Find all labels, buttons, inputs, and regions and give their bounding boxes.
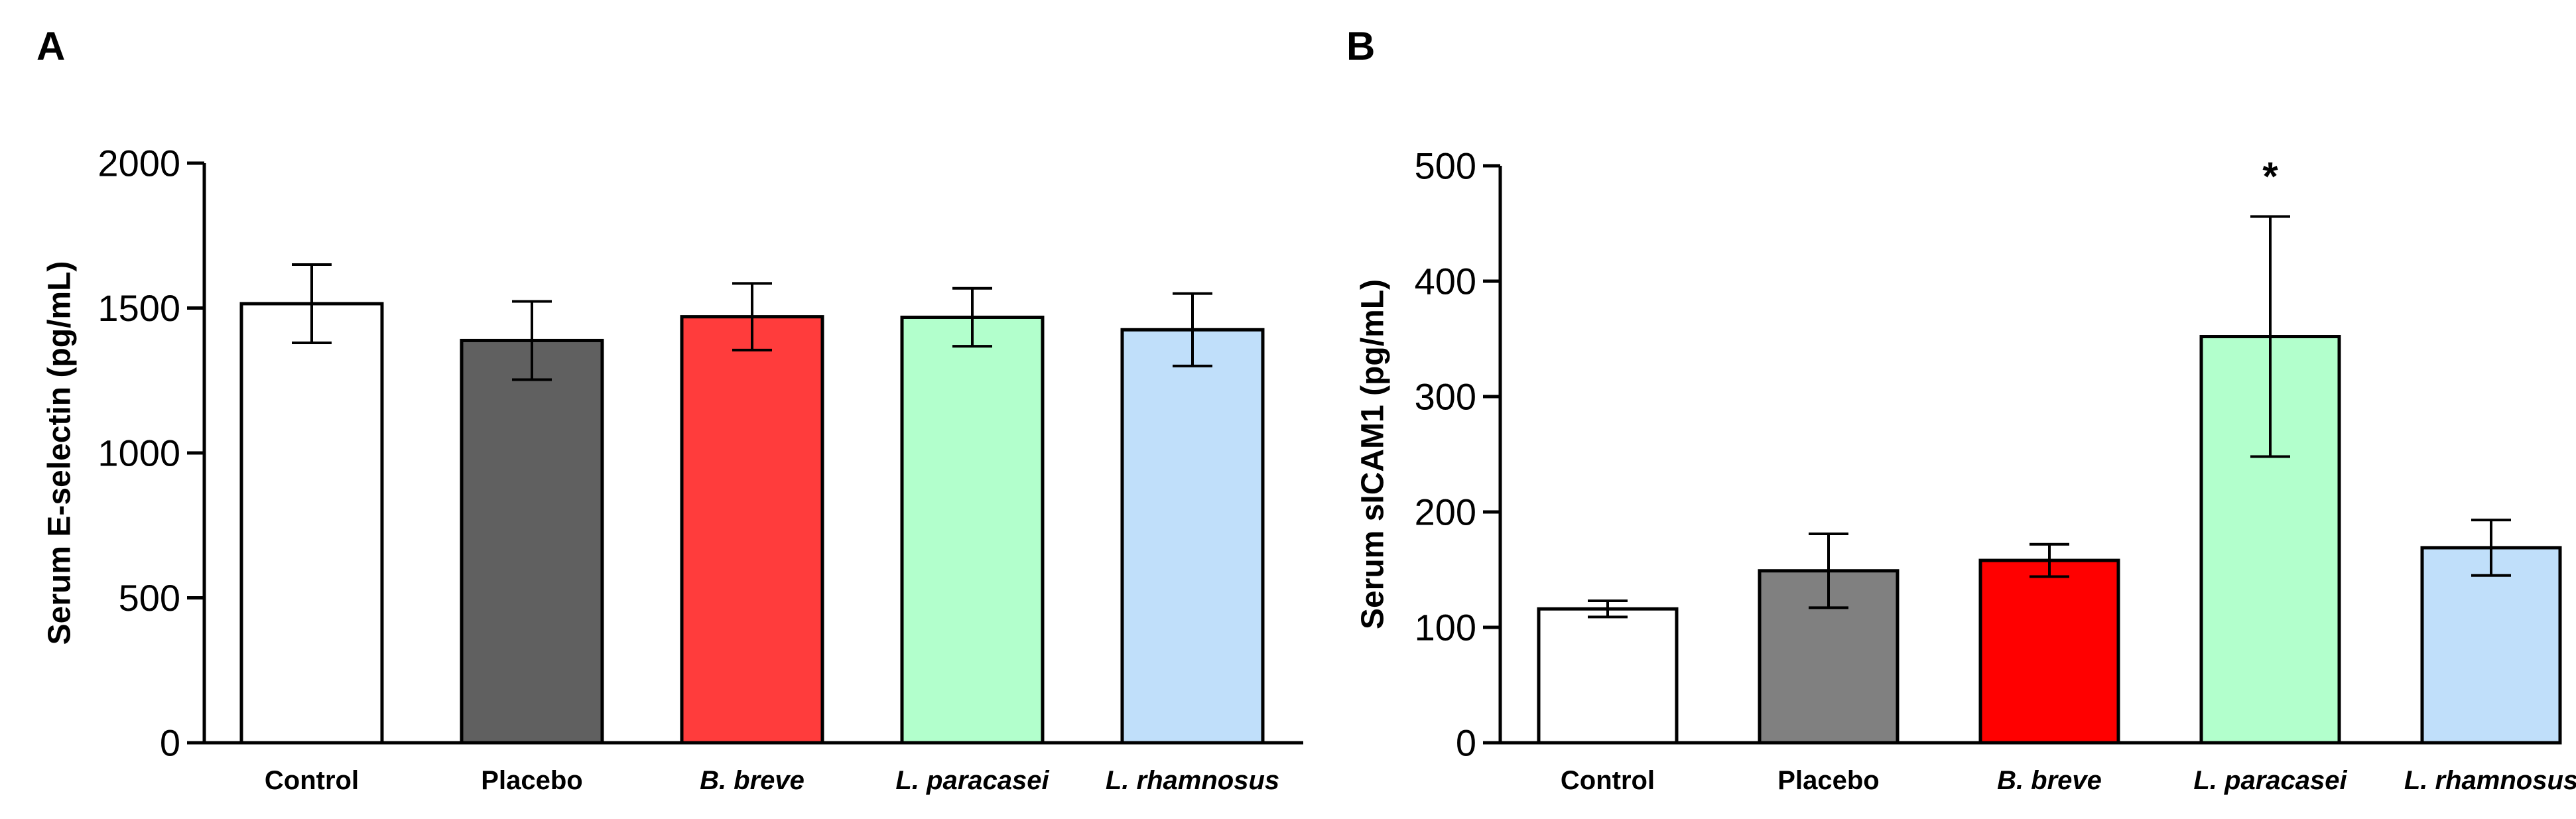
x-tick-label: L. paracasei xyxy=(895,766,1049,795)
y-tick-label: 400 xyxy=(1415,261,1476,302)
y-axis-label: Serum E-selectin (pg/mL) xyxy=(42,261,78,645)
bar xyxy=(900,315,1045,745)
bar xyxy=(1537,607,1679,745)
x-tick-label: L. paracasei xyxy=(2193,766,2347,795)
x-tick-label: Placebo xyxy=(1777,766,1879,795)
x-tick-label: Placebo xyxy=(481,766,582,795)
x-tick-label: Control xyxy=(265,766,359,795)
y-tick-label: 500 xyxy=(119,577,180,619)
x-tick-label: B. breve xyxy=(700,766,805,795)
panel-b-label: B xyxy=(1346,24,1375,68)
bar xyxy=(1120,328,1265,745)
bar xyxy=(680,315,824,745)
panel-a-label: A xyxy=(36,24,65,68)
chart-sicam1: 0 100 200 300 400 500 Serum sICAM1 (pg/mL) Cont… xyxy=(1356,145,2576,796)
bar xyxy=(1758,569,1900,745)
y-tick-label: 100 xyxy=(1415,607,1476,649)
y-tick-label: 2000 xyxy=(97,143,180,184)
x-tick-label: L. rhamnosus xyxy=(2404,766,2576,795)
y-tick-label: 300 xyxy=(1415,376,1476,418)
y-tick-label: 0 xyxy=(160,722,180,764)
bar xyxy=(460,338,604,745)
bar xyxy=(239,302,384,745)
y-tick-label: 1500 xyxy=(97,287,180,329)
significance-marker: * xyxy=(2262,155,2278,199)
y-axis-label: Serum sICAM1 (pg/mL) xyxy=(1356,279,1391,629)
x-tick-label: Control xyxy=(1561,766,1655,795)
x-tick-label: L. rhamnosus xyxy=(1106,766,1279,795)
bar xyxy=(1978,558,2120,745)
chart-e-selectin: 0 500 1000 1500 2000 Serum E-selectin (pg/mL)… xyxy=(42,143,1303,795)
x-tick-label: B. breve xyxy=(1997,766,2102,795)
y-tick-label: 0 xyxy=(1456,722,1476,764)
y-tick-label: 1000 xyxy=(97,432,180,474)
bar xyxy=(2420,546,2562,745)
y-tick-label: 200 xyxy=(1415,491,1476,533)
y-tick-label: 500 xyxy=(1415,145,1476,187)
